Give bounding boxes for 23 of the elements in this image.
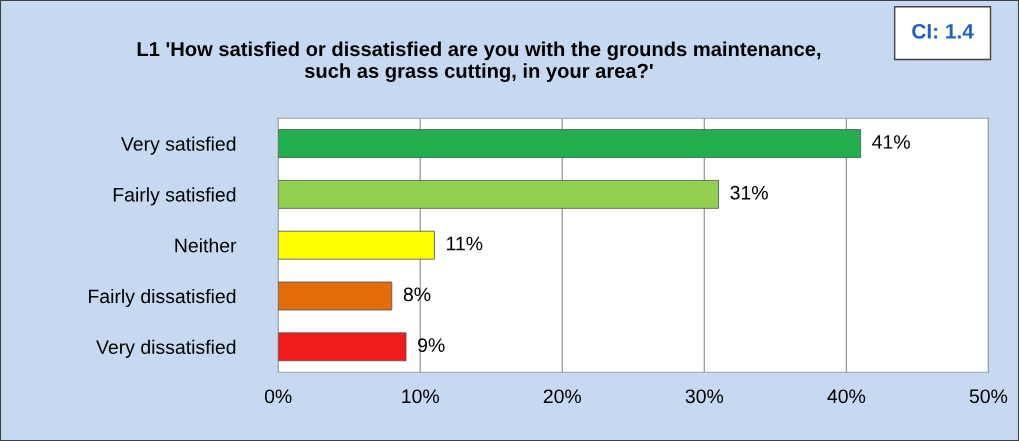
x-tick-label: 20% xyxy=(543,389,582,404)
bar xyxy=(278,281,393,311)
text: CI: 1.4 xyxy=(912,23,974,39)
data-label: 11% xyxy=(447,236,483,251)
y-tick-label: Fairly satisfied xyxy=(113,187,236,206)
x-tick-label: 40% xyxy=(827,389,866,404)
bar xyxy=(278,332,407,362)
x-tick-label: 50% xyxy=(969,389,1008,404)
y-tick-label: Fairly dissatisfied xyxy=(89,288,236,308)
bar xyxy=(278,180,719,209)
y-tick-label: Very satisfied xyxy=(120,136,236,155)
x-tick-label: 10% xyxy=(402,389,439,404)
data-label: 31% xyxy=(730,185,768,200)
chart-title: L1 'How satisfied or dissatisfied are you with the grounds maintenance, such as grass cutting, in your area?' xyxy=(137,41,821,83)
data-label: 8% xyxy=(403,287,431,302)
bar xyxy=(278,230,435,260)
y-tick-label: Very dissatisfied xyxy=(96,339,236,358)
data-label: 9% xyxy=(418,338,445,353)
data-label: 41% xyxy=(872,135,910,149)
bar xyxy=(278,129,862,158)
x-tick-label: 30% xyxy=(685,389,724,404)
x-tick-label: 0% xyxy=(264,389,292,404)
y-tick-label: Neither xyxy=(175,238,237,253)
